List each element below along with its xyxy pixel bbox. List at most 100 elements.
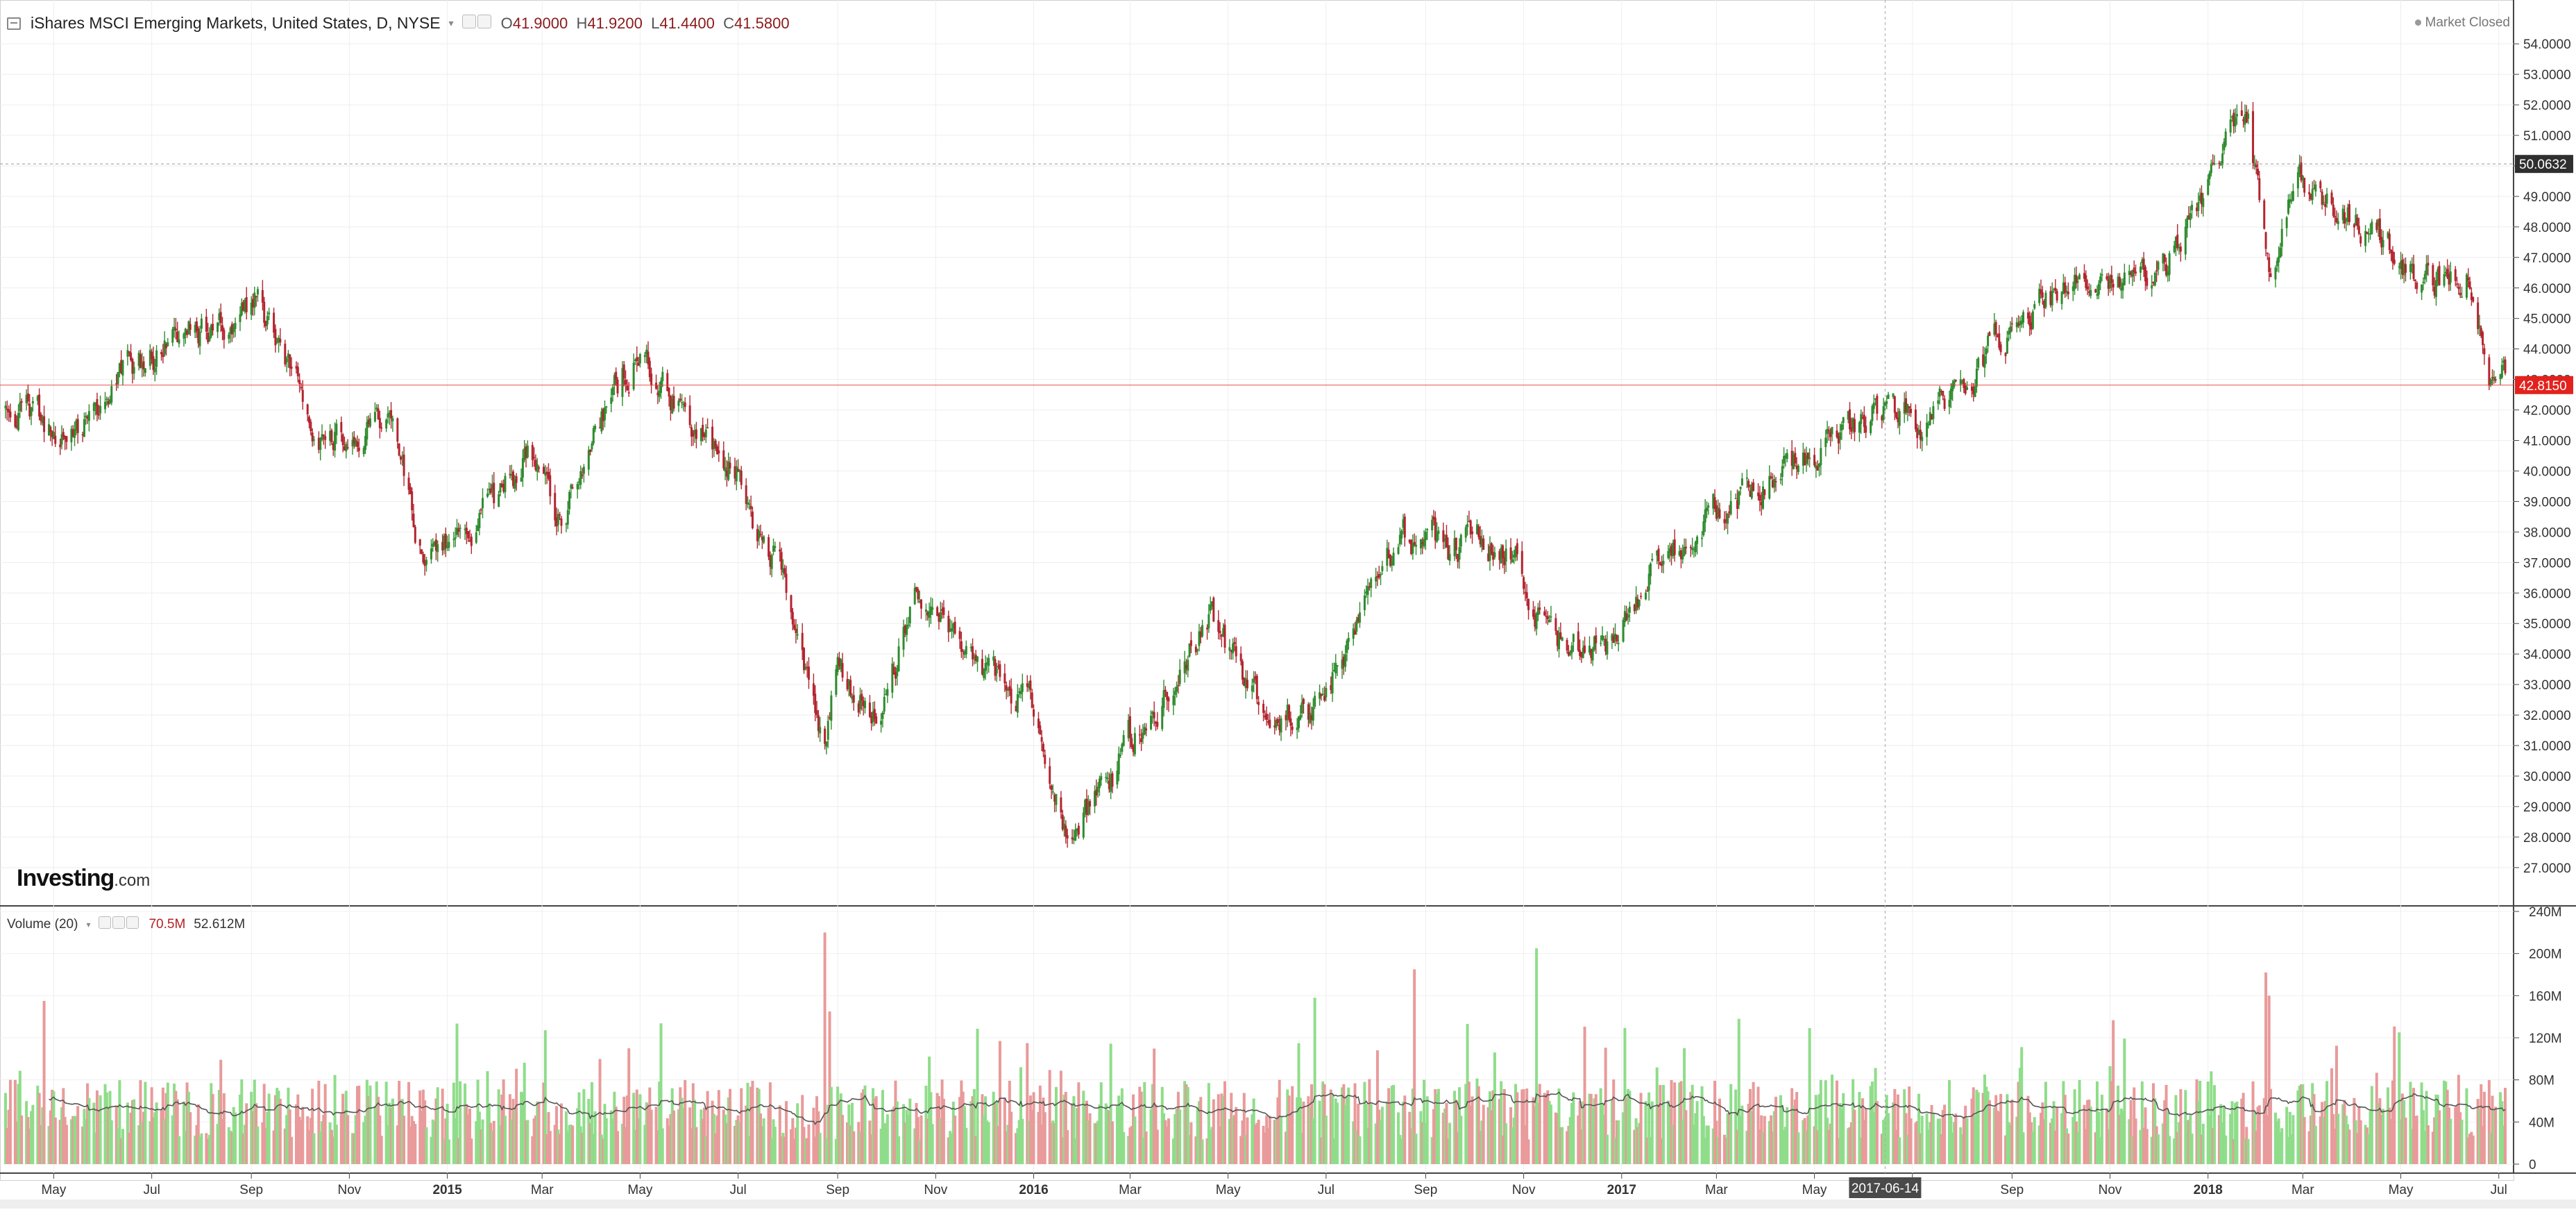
- volume-bar: [128, 1132, 131, 1164]
- candle-body: [1917, 430, 1920, 435]
- volume-bar: [51, 1089, 54, 1164]
- candle-body: [2369, 233, 2372, 235]
- volume-bar: [2195, 1079, 2198, 1164]
- volume-bar: [1062, 1094, 1066, 1164]
- volume-bar: [872, 1088, 875, 1164]
- eye-icon[interactable]: [112, 916, 126, 929]
- volume-bar: [1050, 1122, 1053, 1164]
- chevron-down-icon[interactable]: ▾: [448, 17, 454, 28]
- volume-bar: [2221, 1122, 2224, 1164]
- volume-bar: [1962, 1116, 1965, 1164]
- close-icon[interactable]: [126, 916, 139, 929]
- candle-body: [669, 396, 672, 410]
- candle-body: [464, 528, 466, 530]
- candle-body: [115, 383, 118, 385]
- volume-bar: [725, 1123, 729, 1164]
- volume-bar: [262, 1084, 266, 1164]
- volume-tick-label: 0: [2529, 1158, 2536, 1172]
- volume-bar: [579, 1126, 582, 1164]
- volume-bar: [1797, 1132, 1800, 1164]
- volume-bar: [2447, 1107, 2450, 1164]
- price-tick-label: 48.0000: [2523, 221, 2571, 235]
- volume-bar: [470, 1138, 473, 1164]
- volume-bar: [2400, 1093, 2404, 1164]
- candle-body: [591, 443, 593, 450]
- settings-icon[interactable]: [99, 916, 112, 929]
- candle-body: [1815, 465, 1817, 469]
- candle-body: [1269, 719, 1271, 728]
- volume-bar: [1310, 1084, 1314, 1164]
- volume-bar: [521, 1092, 525, 1164]
- candle-body: [1839, 432, 1842, 440]
- candle-body: [1117, 753, 1120, 775]
- candle-body: [83, 419, 85, 437]
- volume-bar: [436, 1087, 439, 1164]
- candle-body: [1183, 661, 1186, 673]
- volume-bar: [207, 1134, 211, 1164]
- candle-body: [189, 323, 192, 330]
- volume-bar: [1479, 1130, 1482, 1164]
- candle-body: [1154, 721, 1157, 724]
- candle-body: [1493, 552, 1496, 557]
- candle-body: [1262, 703, 1265, 714]
- candle-body: [1172, 696, 1175, 705]
- volume-bar: [738, 1122, 741, 1164]
- volume-bar: [1217, 1094, 1220, 1164]
- candle-body: [510, 473, 513, 476]
- candle-body: [482, 498, 484, 509]
- chevron-down-icon[interactable]: ▾: [86, 920, 91, 929]
- volume-bar: [1617, 1120, 1620, 1164]
- volume-bar: [836, 1086, 840, 1164]
- candle-body: [814, 693, 817, 714]
- volume-bar: [333, 1075, 337, 1164]
- volume-bar: [1053, 1123, 1056, 1164]
- volume-bar: [1842, 1093, 1845, 1164]
- volume-bar: [1482, 1104, 1485, 1164]
- volume-bar: [1880, 1134, 1883, 1164]
- volume-bar: [2369, 1111, 2372, 1164]
- candle-body: [729, 462, 731, 469]
- volume-bar: [83, 1109, 86, 1164]
- candle-body: [918, 600, 921, 603]
- volume-bar: [1681, 1119, 1684, 1164]
- candle-body: [1734, 498, 1737, 500]
- volume-bar: [1448, 1122, 1452, 1164]
- candle-body: [1140, 738, 1143, 742]
- volume-bar: [423, 1100, 427, 1164]
- candle-body: [2438, 265, 2441, 286]
- candle-body: [1352, 628, 1355, 639]
- volume-bar: [2060, 1113, 2064, 1164]
- volume-bar: [1352, 1121, 1355, 1164]
- volume-bar: [69, 1119, 73, 1164]
- volume-bar: [1331, 1094, 1334, 1164]
- eye-icon[interactable]: [477, 15, 491, 28]
- candle-body: [1895, 412, 1898, 418]
- candle-body: [554, 493, 557, 521]
- volume-bar: [74, 1116, 78, 1164]
- candle-body: [1239, 653, 1242, 662]
- volume-bar: [847, 1104, 851, 1164]
- candle-body: [1375, 576, 1378, 582]
- volume-bar: [182, 1101, 185, 1164]
- collapse-icon[interactable]: [7, 17, 21, 30]
- volume-bar: [1221, 1096, 1225, 1164]
- settings-icon[interactable]: [461, 15, 476, 28]
- volume-bar: [940, 1079, 944, 1164]
- volume-bar: [1705, 1125, 1709, 1164]
- candle-body: [2285, 217, 2288, 228]
- volume-bar: [993, 1103, 997, 1164]
- volume-bar: [187, 1091, 190, 1164]
- volume-bar: [306, 1116, 310, 1164]
- candle-body: [2230, 116, 2233, 118]
- volume-bar: [1840, 1109, 1843, 1164]
- candle-body: [1649, 563, 1652, 577]
- candle-body: [2085, 275, 2087, 288]
- volume-bar: [1758, 1129, 1761, 1164]
- volume-bar: [1929, 1122, 1932, 1164]
- volume-bar: [1903, 1089, 1906, 1164]
- volume-bar: [1028, 1095, 1032, 1164]
- candle-body: [1336, 665, 1339, 667]
- candle-body: [2400, 261, 2403, 269]
